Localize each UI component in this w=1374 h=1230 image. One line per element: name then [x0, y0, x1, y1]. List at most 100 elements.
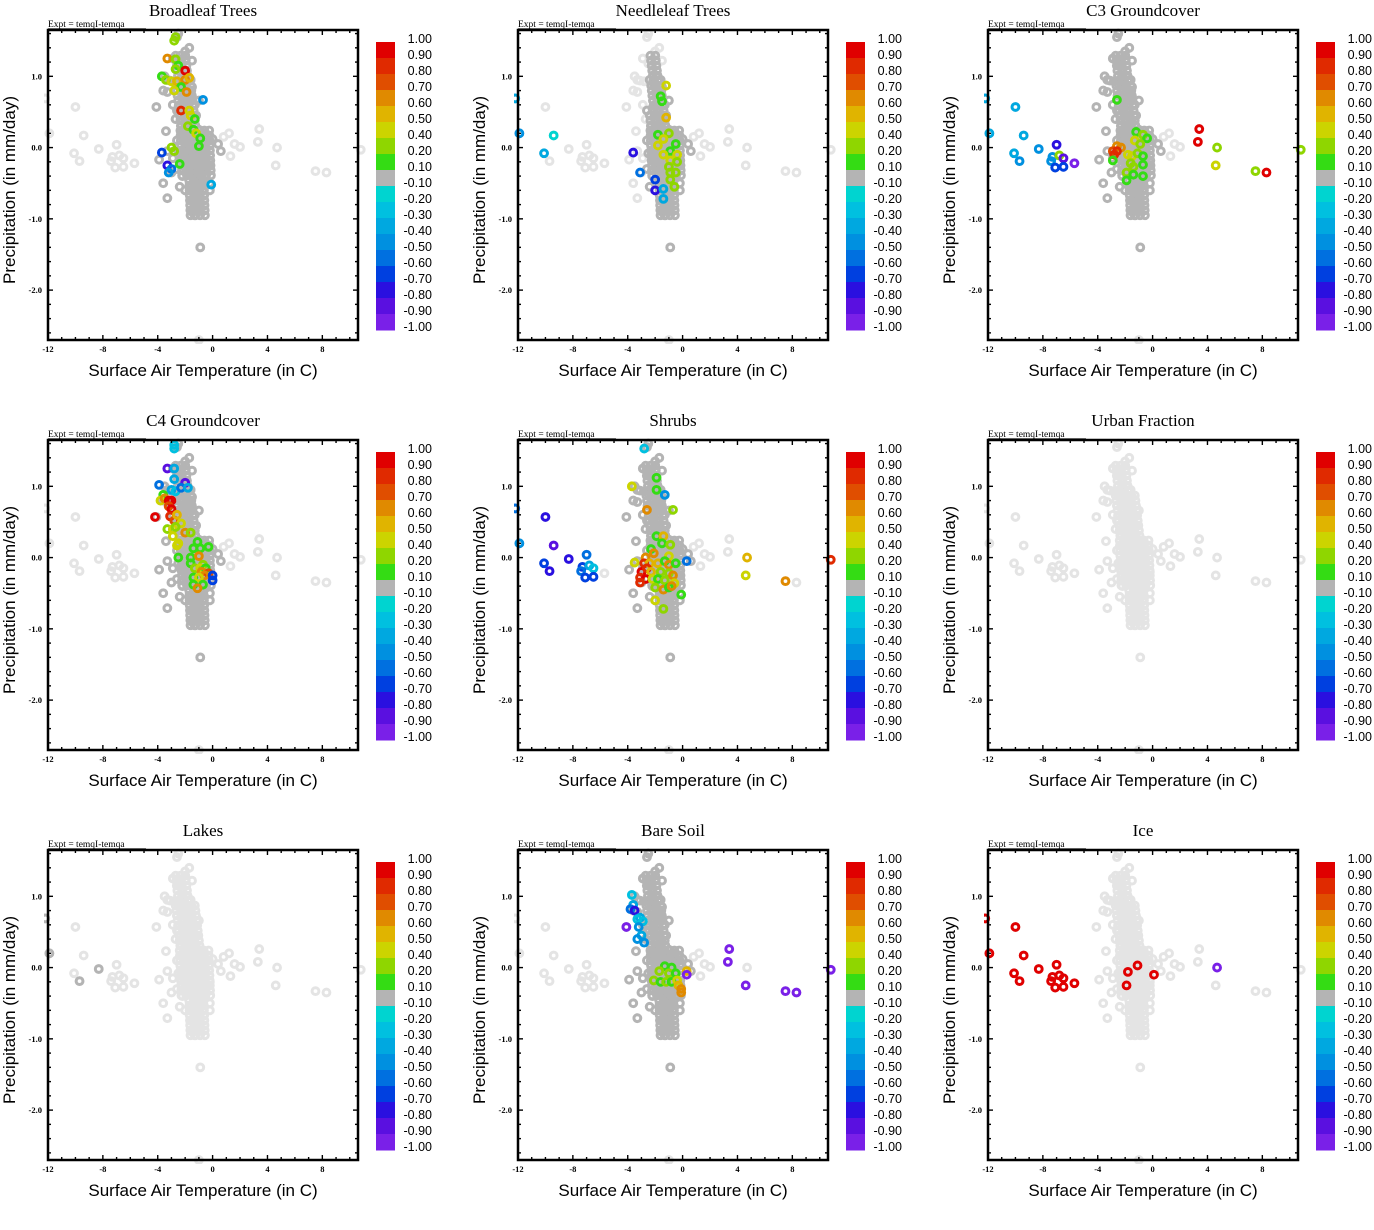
y-tick-label: 1.0 [971, 891, 982, 901]
colorbar-band [1316, 484, 1335, 501]
insignificant-point [650, 460, 661, 471]
background-point [580, 162, 591, 173]
background-point [1165, 971, 1176, 982]
colorbar-band [846, 532, 865, 549]
data-point [1018, 130, 1029, 141]
data-point [658, 134, 669, 144]
background-point [151, 922, 162, 932]
insignificant-point [635, 895, 645, 906]
data-point [639, 937, 650, 948]
background-point [1102, 966, 1113, 977]
insignificant-point [1135, 242, 1146, 253]
colorbar-label: -0.10 [874, 176, 903, 190]
data-point [1194, 124, 1205, 134]
colorbar-band [846, 74, 865, 91]
colorbar-label: 0.10 [1348, 980, 1372, 994]
y-tick-label: 0.0 [971, 143, 982, 153]
y-tick-label: -1.0 [499, 624, 512, 634]
insignificant-point [669, 1025, 680, 1036]
data-point [635, 167, 645, 178]
background-point [321, 987, 332, 998]
background-point [1145, 580, 1156, 591]
colorbar-band [1316, 878, 1335, 895]
background-point [1143, 945, 1154, 956]
data-point [669, 181, 680, 192]
colorbar-band [376, 548, 395, 565]
x-tick-label: -12 [512, 344, 523, 354]
colorbar-band [376, 218, 395, 235]
background-point [1139, 615, 1150, 626]
data-point [189, 114, 200, 124]
insignificant-point [1145, 155, 1156, 166]
background-point [724, 534, 735, 544]
insignificant-point [1139, 200, 1150, 211]
background-point [740, 160, 751, 171]
insignificant-point [631, 946, 641, 957]
background-point [93, 144, 104, 154]
colorbar-band [846, 644, 865, 661]
insignificant-point [652, 70, 663, 81]
background-point [576, 976, 586, 987]
data-point [1121, 980, 1132, 991]
colorbar-label: -0.50 [1344, 1060, 1373, 1074]
x-tick-label: -12 [982, 344, 993, 354]
colorbar-label: 0.80 [1348, 474, 1372, 488]
background-point [1102, 556, 1113, 567]
background-point [1134, 525, 1144, 536]
colorbar-band [376, 202, 395, 219]
data-point [548, 130, 559, 141]
background-point [93, 554, 104, 564]
y-axis-label: Precipitation (in mm/day) [940, 96, 959, 284]
background-point [174, 1001, 185, 1012]
colorbar-label: 0.70 [878, 490, 902, 504]
background-point [165, 895, 175, 906]
colorbar-label: 0.40 [878, 948, 902, 962]
x-tick-label: 0 [1150, 754, 1154, 764]
colorbar-band [376, 724, 395, 741]
colorbar-band [376, 708, 395, 725]
background-point [1091, 512, 1102, 522]
background-point [1192, 956, 1203, 967]
background-point [270, 570, 281, 581]
data-point [1058, 973, 1069, 984]
background-point [705, 961, 715, 972]
insignificant-point [628, 998, 639, 1009]
x-tick-label: 0 [210, 1164, 214, 1174]
plot-frame [516, 848, 830, 1162]
insignificant-point [640, 870, 651, 881]
colorbar-band [376, 878, 395, 895]
background-point [1135, 652, 1146, 663]
colorbar-band [1316, 202, 1335, 219]
colorbar-label: 0.90 [408, 868, 432, 882]
colorbar-band [1316, 910, 1335, 927]
insignificant-point [670, 210, 680, 221]
colorbar-label: 0.10 [1348, 570, 1372, 584]
colorbar-band [376, 1118, 395, 1135]
background-point [162, 1013, 173, 1024]
points-layer [44, 438, 366, 754]
colorbar-label: -0.50 [1344, 240, 1373, 254]
insignificant-point [174, 591, 185, 602]
colorbar-label: -0.10 [1344, 996, 1373, 1010]
x-tick-label: 8 [790, 344, 794, 354]
background-point [1046, 566, 1056, 577]
data-point [1069, 978, 1080, 989]
colorbar-band [1316, 628, 1335, 645]
panel-title: C4 Groundcover [146, 411, 260, 430]
insignificant-point [637, 973, 648, 984]
colorbar-label: 0.60 [1348, 506, 1372, 520]
background-point [1124, 452, 1135, 463]
background-point [1139, 1020, 1150, 1031]
colorbar-label: 0.10 [408, 570, 432, 584]
insignificant-point [199, 185, 209, 196]
colorbar-label: -0.20 [874, 602, 903, 616]
data-point [1261, 167, 1272, 178]
colorbar-label: -0.30 [1344, 618, 1373, 632]
y-tick-label: -2.0 [29, 1105, 42, 1115]
y-tick-label: 0.0 [31, 553, 42, 563]
x-tick-label: -8 [569, 344, 576, 354]
insignificant-point [154, 564, 165, 575]
colorbar-label: 1.00 [1348, 32, 1372, 46]
background-point [199, 1005, 209, 1016]
insignificant-point [650, 55, 661, 66]
